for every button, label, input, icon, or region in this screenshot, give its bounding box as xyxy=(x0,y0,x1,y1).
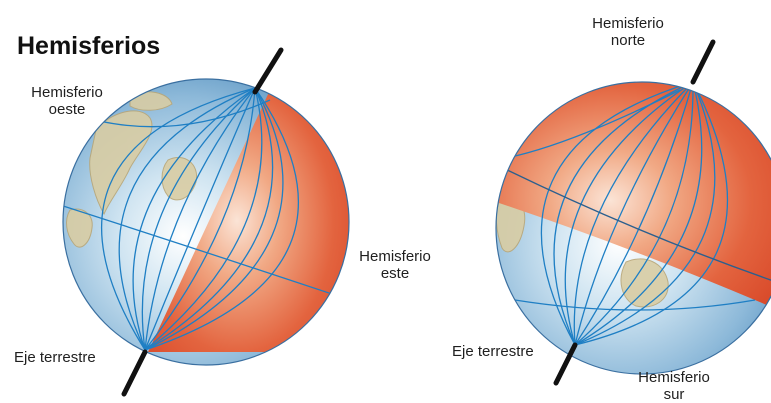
meridian-lines xyxy=(540,82,729,346)
label-west-line2: oeste xyxy=(48,101,86,118)
label-axis-right: Eje terrestre xyxy=(452,343,534,360)
label-north-line1: Hemisferio xyxy=(592,15,664,32)
east-hemisphere-fill xyxy=(148,79,349,352)
label-south-line2: sur xyxy=(663,386,685,403)
label-south-line1: Hemisferio xyxy=(638,369,710,386)
label-north-line2: norte xyxy=(610,32,646,49)
label-axis-left: Eje terrestre xyxy=(14,349,96,366)
label-east-line1: Hemisferio xyxy=(359,248,431,265)
globe-north-south xyxy=(495,39,771,386)
label-east-hemisphere: Hemisferio este xyxy=(345,248,445,282)
label-east-line2: este xyxy=(380,265,410,282)
equator-line xyxy=(496,164,771,286)
globe-outline xyxy=(62,78,350,366)
globe-outline xyxy=(495,81,771,375)
globe-west-east xyxy=(62,47,350,397)
earth-axis-bottom xyxy=(121,349,148,397)
label-west-hemisphere: Hemisferio oeste xyxy=(12,84,122,118)
label-west-line1: Hemisferio xyxy=(31,84,103,101)
earth-axis-bottom xyxy=(553,342,578,386)
label-north-hemisphere: Hemisferio norte xyxy=(578,15,678,49)
north-hemisphere-fill xyxy=(496,82,771,315)
label-south-hemisphere: Hemisferio sur xyxy=(624,369,724,403)
earth-axis-top xyxy=(690,39,716,85)
earth-axis-top xyxy=(252,47,284,95)
parallel-lines xyxy=(63,99,349,301)
diagram-title: Hemisferios xyxy=(17,32,161,60)
